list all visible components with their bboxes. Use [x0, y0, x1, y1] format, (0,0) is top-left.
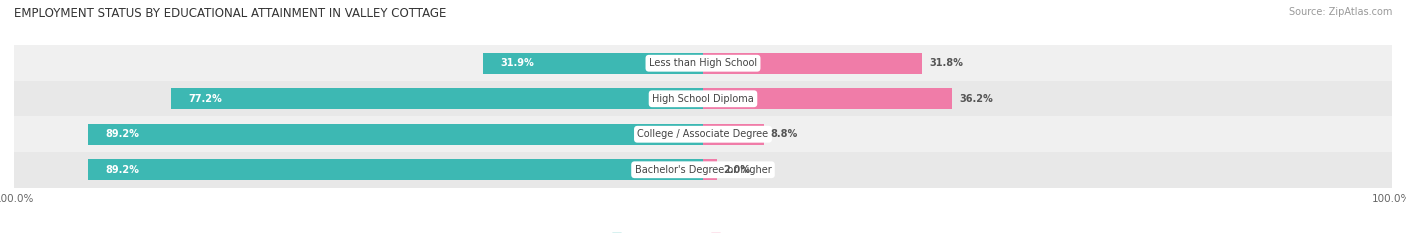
- Text: 2.0%: 2.0%: [724, 165, 751, 175]
- Text: 8.8%: 8.8%: [770, 129, 797, 139]
- Text: College / Associate Degree: College / Associate Degree: [637, 129, 769, 139]
- Bar: [14, 81, 1392, 116]
- Bar: [14, 116, 1392, 152]
- Text: EMPLOYMENT STATUS BY EDUCATIONAL ATTAINMENT IN VALLEY COTTAGE: EMPLOYMENT STATUS BY EDUCATIONAL ATTAINM…: [14, 7, 447, 20]
- Text: Source: ZipAtlas.com: Source: ZipAtlas.com: [1288, 7, 1392, 17]
- Text: 77.2%: 77.2%: [188, 94, 222, 104]
- Text: 36.2%: 36.2%: [959, 94, 993, 104]
- Bar: [703, 159, 717, 180]
- Bar: [89, 124, 703, 144]
- Bar: [703, 53, 922, 74]
- Text: 31.8%: 31.8%: [929, 58, 963, 68]
- Text: High School Diploma: High School Diploma: [652, 94, 754, 104]
- Text: 31.9%: 31.9%: [501, 58, 534, 68]
- Bar: [703, 124, 763, 144]
- Bar: [703, 89, 952, 109]
- Text: 89.2%: 89.2%: [105, 165, 139, 175]
- Bar: [484, 53, 703, 74]
- Bar: [172, 89, 703, 109]
- Bar: [14, 45, 1392, 81]
- Text: 89.2%: 89.2%: [105, 129, 139, 139]
- Text: Bachelor's Degree or higher: Bachelor's Degree or higher: [634, 165, 772, 175]
- Bar: [14, 152, 1392, 188]
- Bar: [89, 159, 703, 180]
- Text: Less than High School: Less than High School: [650, 58, 756, 68]
